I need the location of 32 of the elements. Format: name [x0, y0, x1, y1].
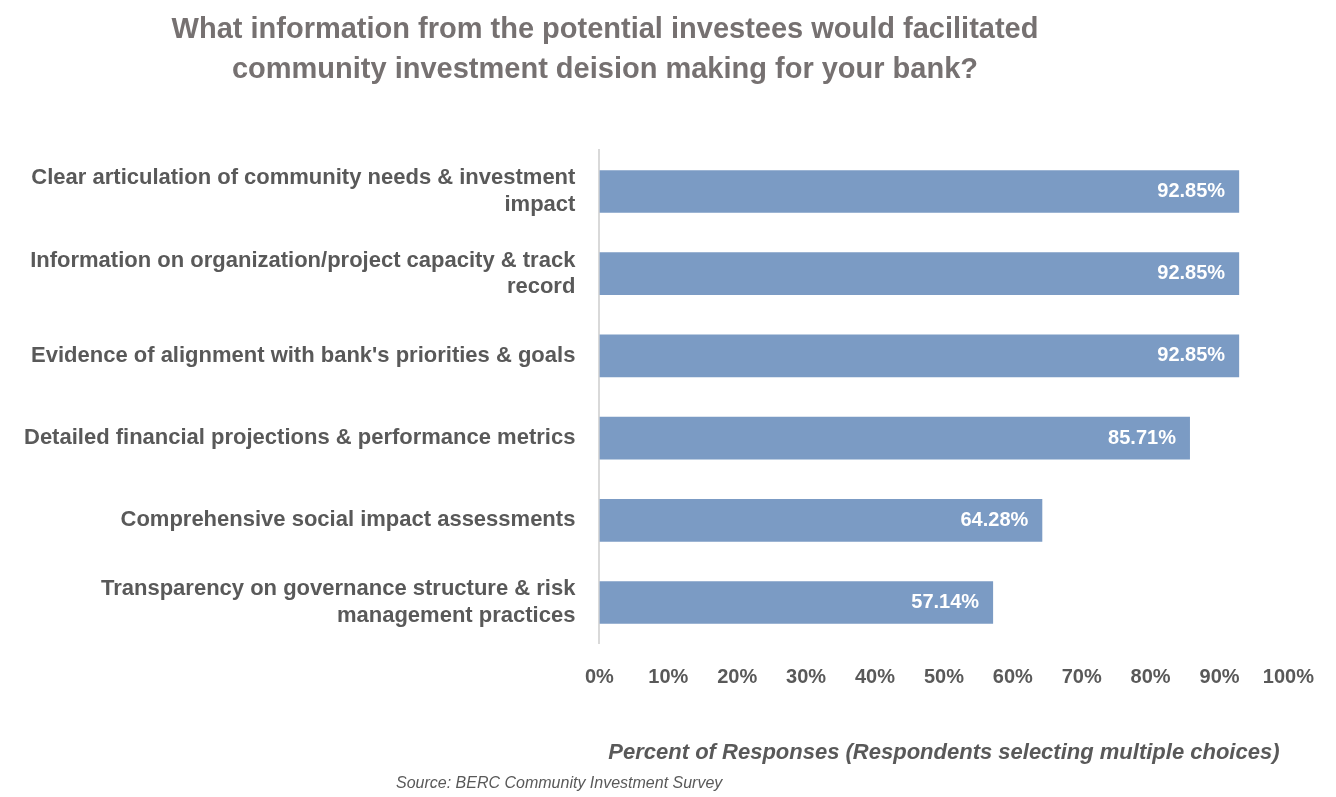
- data-label: 92.85%: [1157, 179, 1226, 202]
- x-axis-title: Percent of Responses (Respondents selecting multiple choices): [608, 738, 1280, 764]
- x-tick-label: 60%: [992, 665, 1034, 688]
- data-label: 85.71%: [1108, 425, 1177, 448]
- x-tick-label: 80%: [1130, 665, 1171, 688]
- bar: [599, 334, 1240, 378]
- source-note: Source: BERC Community Investment Survey: [396, 774, 723, 792]
- x-tick-label: 50%: [923, 665, 965, 688]
- y-tick-label: Clear articulation of community needs & investment impact: [31, 164, 577, 216]
- bar: [599, 170, 1240, 213]
- data-label: 92.85%: [1157, 261, 1226, 284]
- x-tick-label: 10%: [648, 665, 689, 688]
- y-tick-label: Detailed financial projections & performance metrics: [24, 424, 576, 450]
- y-tick-label: Comprehensive social impact assessments: [120, 506, 576, 532]
- x-tick-label: 90%: [1199, 665, 1240, 688]
- y-tick-label: Evidence of alignment with bank's priorities & goals: [31, 341, 576, 367]
- x-tick-label: 20%: [717, 665, 758, 688]
- x-tick-label: 70%: [1061, 665, 1102, 688]
- bar: [599, 498, 1043, 542]
- chart-title: What information from the potential investees would facilitated community investment deision making for your bank?: [170, 11, 1040, 86]
- data-label: 92.85%: [1157, 343, 1226, 366]
- y-tick-label: Information on organization/project capacity & track record: [30, 246, 577, 298]
- x-tick-label: 30%: [786, 665, 827, 688]
- x-tick-label: 40%: [854, 665, 896, 688]
- x-tick-label: 0%: [584, 665, 615, 688]
- data-label: 57.14%: [911, 590, 980, 613]
- bar: [599, 416, 1190, 460]
- bar: [599, 581, 994, 624]
- x-tick-label: 100%: [1262, 665, 1315, 688]
- bar: [599, 252, 1240, 296]
- y-tick-label: Transparency on governance structure & risk management practices: [100, 575, 577, 627]
- data-label: 64.28%: [960, 507, 1029, 530]
